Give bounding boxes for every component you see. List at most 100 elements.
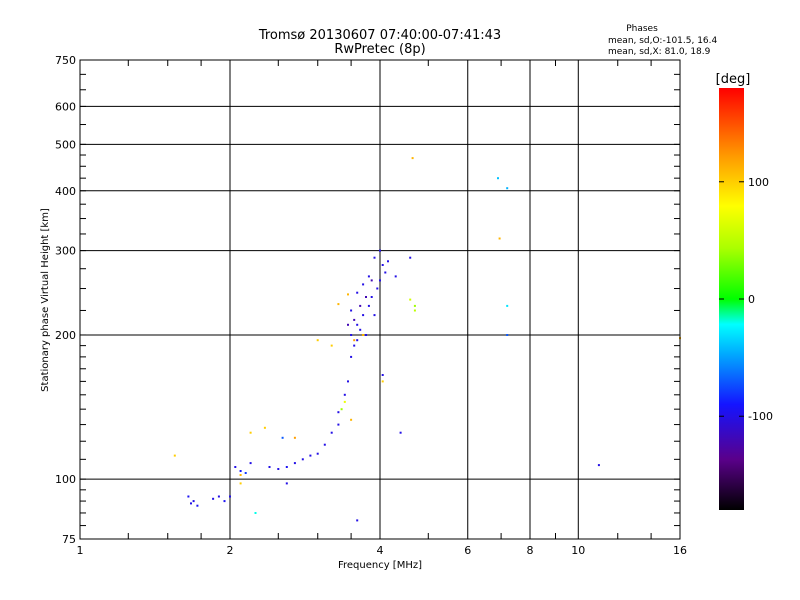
data-point (370, 279, 373, 282)
x-axis-label: Frequency [MHz] (338, 560, 422, 571)
data-point (506, 304, 509, 307)
data-point (379, 249, 381, 252)
data-point (330, 431, 333, 434)
y-tick-label: 300 (55, 245, 76, 258)
colorbar-tick-label: 100 (748, 176, 769, 189)
data-point (343, 400, 346, 403)
colorbar-tick-label: -100 (748, 410, 773, 423)
data-point (173, 454, 176, 457)
data-point (316, 339, 319, 342)
x-tick-label: 4 (377, 544, 384, 557)
data-point (373, 314, 376, 317)
data-point (506, 334, 509, 336)
y-tick-label: 750 (55, 54, 76, 67)
data-point (244, 472, 247, 474)
data-point (381, 264, 384, 266)
data-point (506, 187, 509, 190)
data-point (381, 374, 384, 376)
data-point (365, 334, 367, 336)
chart-subtitle: RwPretec (8p) (334, 42, 425, 57)
data-point (384, 271, 387, 274)
data-point (337, 411, 340, 414)
data-point (350, 309, 353, 312)
plot-frame (79, 59, 681, 540)
data-point (362, 314, 365, 317)
data-point (497, 177, 499, 180)
data-point (234, 466, 237, 468)
y-tick-label: 200 (55, 329, 76, 342)
data-point (376, 287, 379, 290)
data-point (367, 275, 370, 278)
data-point (356, 323, 359, 326)
data-point (362, 334, 365, 336)
data-point (353, 339, 356, 342)
y-tick-label: 500 (55, 138, 76, 151)
colorbar-label: [deg] (716, 72, 751, 87)
data-point (196, 504, 199, 507)
x-tick-label: 6 (464, 544, 471, 557)
data-point (350, 355, 353, 358)
data-point (239, 482, 242, 485)
data-point (281, 436, 284, 439)
data-point (350, 334, 353, 336)
phase-line-x: mean, sd,X: 81.0, 18.9 (608, 47, 711, 57)
data-point (381, 380, 384, 383)
x-tick-label: 2 (227, 544, 234, 557)
data-point (356, 291, 359, 294)
data-point (356, 519, 359, 522)
data-point (359, 304, 362, 307)
data-point (239, 474, 242, 476)
x-tick-label: 8 (527, 544, 534, 557)
data-point (379, 279, 381, 282)
data-point (359, 328, 362, 331)
data-point (239, 470, 242, 472)
data-point (337, 423, 340, 426)
y-tick-label: 600 (55, 100, 76, 113)
data-point (337, 303, 340, 306)
data-point (343, 393, 346, 396)
chart-title: Tromsø 20130607 07:40:00-07:41:43 (258, 28, 501, 43)
data-point (411, 157, 414, 160)
data-point (285, 482, 288, 485)
phase-title: Phases (626, 24, 658, 34)
data-point (347, 323, 349, 326)
data-point (365, 296, 367, 298)
data-point (301, 458, 304, 461)
x-tick-label: 1 (77, 544, 84, 557)
grid (80, 60, 680, 539)
x-tick-labels: 1 2 4 6 8 10 16 (77, 544, 688, 557)
y-axis-label: Stationary phase Virtual Height [km] (40, 208, 51, 392)
data-point (347, 380, 349, 383)
minor-ticks (80, 60, 680, 539)
data-point (353, 318, 356, 321)
data-point (217, 495, 220, 498)
data-point (340, 408, 343, 411)
data-point (350, 418, 353, 421)
data-point (293, 436, 296, 439)
data-point (394, 275, 397, 278)
data-points (173, 157, 681, 522)
data-point (330, 344, 333, 347)
data-point (254, 512, 257, 514)
data-point (192, 500, 195, 503)
data-point (370, 296, 373, 298)
data-point (249, 462, 252, 465)
data-point (387, 260, 389, 263)
x-tick-label: 16 (673, 544, 687, 557)
y-tick-label: 400 (55, 185, 76, 198)
data-point (353, 344, 356, 347)
data-point (229, 495, 231, 498)
data-point (362, 283, 365, 286)
data-point (316, 452, 319, 455)
data-point (212, 497, 215, 500)
data-point (268, 466, 271, 468)
data-point (409, 256, 412, 259)
y-tick-label: 100 (55, 473, 76, 486)
data-point (367, 304, 370, 307)
y-tick-label: 75 (62, 533, 76, 546)
data-point (190, 502, 192, 505)
data-point (309, 454, 312, 457)
x-tick-label: 10 (571, 544, 585, 557)
colorbar-ticks: 100 0 -100 (719, 176, 773, 423)
